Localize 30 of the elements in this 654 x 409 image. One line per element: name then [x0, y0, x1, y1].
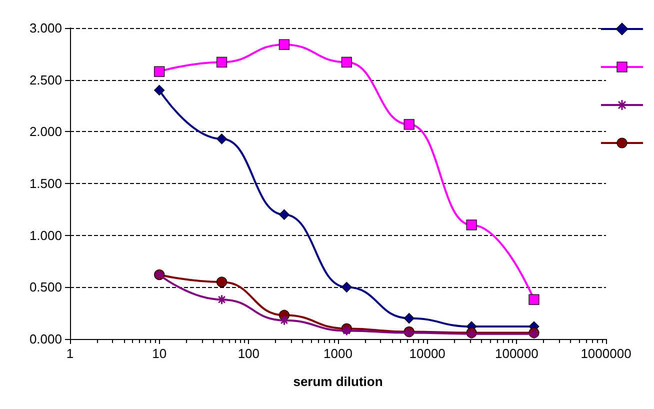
point: [528, 294, 540, 305]
y-tick-label: 3.000: [29, 20, 62, 36]
point: [341, 56, 352, 68]
point: [216, 134, 228, 144]
point: [154, 84, 165, 96]
x-tick-label: 100: [238, 346, 260, 361]
point: [404, 119, 414, 130]
x-tick-label: 10: [152, 346, 167, 361]
y-tick-label: 1.000: [29, 228, 62, 243]
point: [278, 315, 290, 326]
y-tick-label: 0.000: [29, 332, 62, 346]
y-tick-label: 0.500: [29, 280, 62, 295]
x-tick-label: 1000: [324, 346, 352, 361]
y-tick-label: 2.500: [29, 72, 62, 88]
x-tick-label: 100000: [494, 346, 538, 361]
x-axis-title: serum dilution: [293, 374, 383, 389]
point: [154, 66, 165, 77]
y-tick-label: 2.000: [29, 124, 62, 140]
point: [466, 220, 477, 230]
point: [216, 294, 228, 305]
x-tick-label: 10000: [409, 346, 446, 361]
point: [341, 282, 352, 292]
point: [216, 56, 228, 68]
x-tick-label: 1000000: [580, 346, 632, 361]
point: [278, 209, 290, 220]
point: [216, 276, 228, 288]
point: [278, 39, 290, 50]
x-tick-label: 1: [66, 346, 74, 361]
point: [404, 312, 414, 324]
y-tick-label: 1.500: [29, 176, 62, 191]
